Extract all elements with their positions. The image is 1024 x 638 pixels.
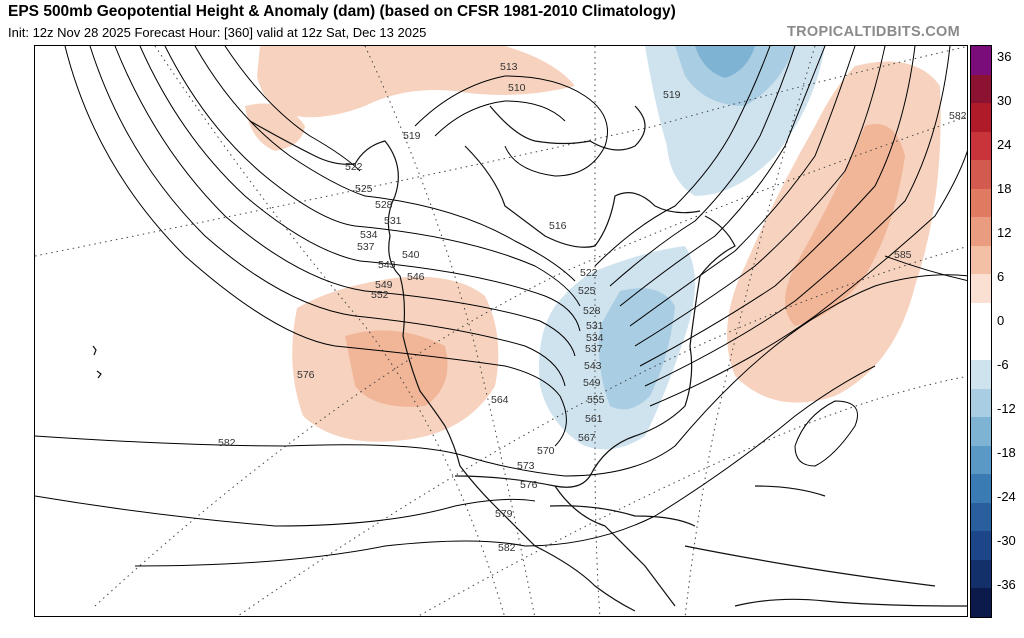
colorbar-segment xyxy=(971,474,991,504)
colorbar-segment xyxy=(971,559,991,589)
contour-label: 579 xyxy=(495,508,513,520)
contour-label: 519 xyxy=(403,130,421,142)
colorbar xyxy=(970,45,992,618)
contour-label: 552 xyxy=(371,289,389,301)
colorbar-segment xyxy=(971,588,991,618)
contour-label: 555 xyxy=(587,394,605,406)
contour-label: 534 xyxy=(586,332,604,344)
contour-label: 561 xyxy=(585,413,603,425)
colorbar-segment xyxy=(971,360,991,390)
colorbar-tick-label: -24 xyxy=(997,489,1016,504)
colorbar-segment xyxy=(971,388,991,418)
colorbar-tick-label: -30 xyxy=(997,533,1016,548)
contour-label: 522 xyxy=(345,161,363,173)
contour-label: 525 xyxy=(355,183,373,195)
contour-label: 528 xyxy=(375,199,393,211)
chart-title: EPS 500mb Geopotential Height & Anomaly … xyxy=(8,3,676,20)
colorbar-segment xyxy=(971,417,991,447)
contour-label: 549 xyxy=(375,279,393,291)
contour-label: 510 xyxy=(508,82,526,94)
colorbar-segment xyxy=(971,46,991,76)
contour-label: 564 xyxy=(491,394,509,406)
graticule xyxy=(35,46,967,616)
contour-label: 570 xyxy=(537,445,555,457)
contour-label: 516 xyxy=(549,220,567,232)
contour-label: 573 xyxy=(517,460,535,472)
contour-label: 519 xyxy=(663,89,681,101)
contour-label: 543 xyxy=(378,259,396,271)
colorbar-segment xyxy=(971,274,991,304)
contour-label: 513 xyxy=(500,61,518,73)
colorbar-segment xyxy=(971,188,991,218)
chart-subtitle: Init: 12z Nov 28 2025 Forecast Hour: [36… xyxy=(8,25,427,40)
coastlines xyxy=(92,105,967,612)
colorbar-tick-label: -6 xyxy=(997,357,1009,372)
contour-label: 531 xyxy=(384,215,402,227)
colorbar-tick-label: 36 xyxy=(997,49,1012,64)
colorbar-segment xyxy=(971,245,991,275)
contour-label: 534 xyxy=(360,229,378,241)
contour-label: 549 xyxy=(583,377,601,389)
contour-label: 528 xyxy=(583,305,601,317)
colorbar-segment xyxy=(971,131,991,161)
contour-label: 540 xyxy=(402,249,420,261)
brand-watermark: TROPICALTIDBITS.COM xyxy=(787,24,960,40)
contour-label: 543 xyxy=(584,360,602,372)
contour-labels: 5135105195195225255285315345375405435465… xyxy=(218,61,967,554)
colorbar-tick-label: -12 xyxy=(997,401,1016,416)
contour-label: 531 xyxy=(586,320,604,332)
height-contours xyxy=(35,46,967,567)
colorbar-segment xyxy=(971,445,991,475)
colorbar-segment xyxy=(971,160,991,190)
colorbar-segment xyxy=(971,331,991,361)
contour-label: 546 xyxy=(407,271,425,283)
colorbar-tick-label: 30 xyxy=(997,93,1012,108)
contour-label: 576 xyxy=(297,369,315,381)
contour-label: 537 xyxy=(357,241,375,253)
map-canvas: 5135105195195225255285315345375405435465… xyxy=(35,46,967,616)
contour-label: 582 xyxy=(949,110,967,122)
colorbar-tick-label: 0 xyxy=(997,313,1005,328)
colorbar-segment xyxy=(971,217,991,247)
contour-label: 525 xyxy=(578,285,596,297)
map-panel: 513 510 519 519 522 525 528 531 534 537 540 543 546 5… xyxy=(34,45,968,617)
colorbar-tick-label: 12 xyxy=(997,225,1012,240)
colorbar-segment xyxy=(971,531,991,561)
colorbar-tick-label: -18 xyxy=(997,445,1016,460)
colorbar-tick-label: -36 xyxy=(997,577,1016,592)
negative-anomaly-shading xyxy=(539,46,825,450)
contour-label: 537 xyxy=(585,343,603,355)
colorbar-segment xyxy=(971,74,991,104)
colorbar-tick-label: 18 xyxy=(997,181,1012,196)
colorbar-tick-label: 6 xyxy=(997,269,1005,284)
contour-label: 567 xyxy=(578,432,596,444)
colorbar-segment xyxy=(971,502,991,532)
colorbar-segment xyxy=(971,302,991,332)
colorbar-tick-label: 24 xyxy=(997,137,1012,152)
contour-label: 585 xyxy=(894,249,912,261)
contour-label: 582 xyxy=(498,542,516,554)
contour-label: 522 xyxy=(580,267,598,279)
contour-label: 576 xyxy=(520,479,538,491)
contour-label: 582 xyxy=(218,437,236,449)
colorbar-segment xyxy=(971,103,991,133)
